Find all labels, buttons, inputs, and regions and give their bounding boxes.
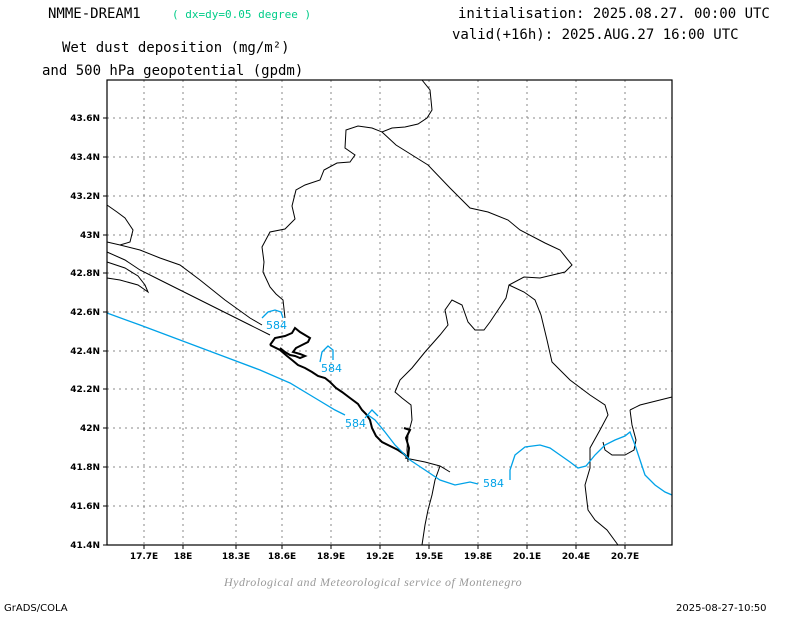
lon-tick-label: 18E: [174, 552, 193, 562]
lon-tick-label: 20.7E: [611, 552, 639, 562]
lon-tick-label: 20.1E: [513, 552, 541, 562]
lat-tick-label: 42.8N: [70, 269, 100, 279]
valid-time: valid(+16h): 2025.AUG.27 16:00 UTC: [452, 27, 739, 43]
lon-tick-label: 20.4E: [562, 552, 590, 562]
timestamp-label: 2025-08-27-10:50: [676, 603, 767, 614]
lat-tick-label: 41.6N: [70, 502, 100, 512]
lon-tick-label: 18.6E: [268, 552, 296, 562]
lon-tick-label: 19.5E: [415, 552, 443, 562]
resolution-note: ( dx=dy=0.05 degree ): [172, 8, 312, 21]
title-line2: and 500 hPa geopotential (gpdm): [42, 63, 304, 79]
model-name: NMME-DREAM1: [48, 6, 141, 22]
lat-tick-label: 43.2N: [70, 192, 100, 202]
lon-tick-label: 18.9E: [317, 552, 345, 562]
lat-tick-label: 42.2N: [70, 385, 100, 395]
lon-tick-label: 17.7E: [130, 552, 158, 562]
lat-tick-label: 42.4N: [70, 347, 100, 357]
lat-tick-label: 42.6N: [70, 308, 100, 318]
lat-tick-labels: 41.4N 41.6N 41.8N 42N 42.2N 42.4N 42.6N …: [70, 114, 100, 551]
contour-label: 584: [483, 477, 504, 490]
credit-text: Hydrological and Meteorological service …: [224, 575, 523, 589]
lat-tick-label: 41.4N: [70, 541, 100, 551]
software-label: GrADS/COLA: [4, 603, 68, 614]
lat-tick-label: 43N: [80, 231, 100, 241]
title-line1: Wet dust deposition (mg/m²): [62, 40, 290, 56]
contour-label: 584: [266, 319, 287, 332]
init-time: initialisation: 2025.08.27. 00:00 UTC: [458, 6, 770, 22]
tick-marks: [103, 117, 626, 549]
gridlines: [107, 80, 672, 545]
lon-tick-labels: 17.7E 18E 18.3E 18.6E 18.9E 19.2E 19.5E …: [130, 552, 639, 562]
lat-tick-label: 43.4N: [70, 153, 100, 163]
lon-tick-label: 19.2E: [366, 552, 394, 562]
geopotential-contour: [106, 309, 673, 496]
lon-tick-label: 18.3E: [222, 552, 250, 562]
bay-coastline: [269, 326, 312, 360]
lat-tick-label: 42N: [80, 424, 100, 434]
contour-label: 584: [321, 362, 342, 375]
contour-label: 584: [345, 417, 366, 430]
lon-tick-label: 19.8E: [464, 552, 492, 562]
lat-tick-label: 43.6N: [70, 114, 100, 124]
lat-tick-label: 41.8N: [70, 463, 100, 473]
